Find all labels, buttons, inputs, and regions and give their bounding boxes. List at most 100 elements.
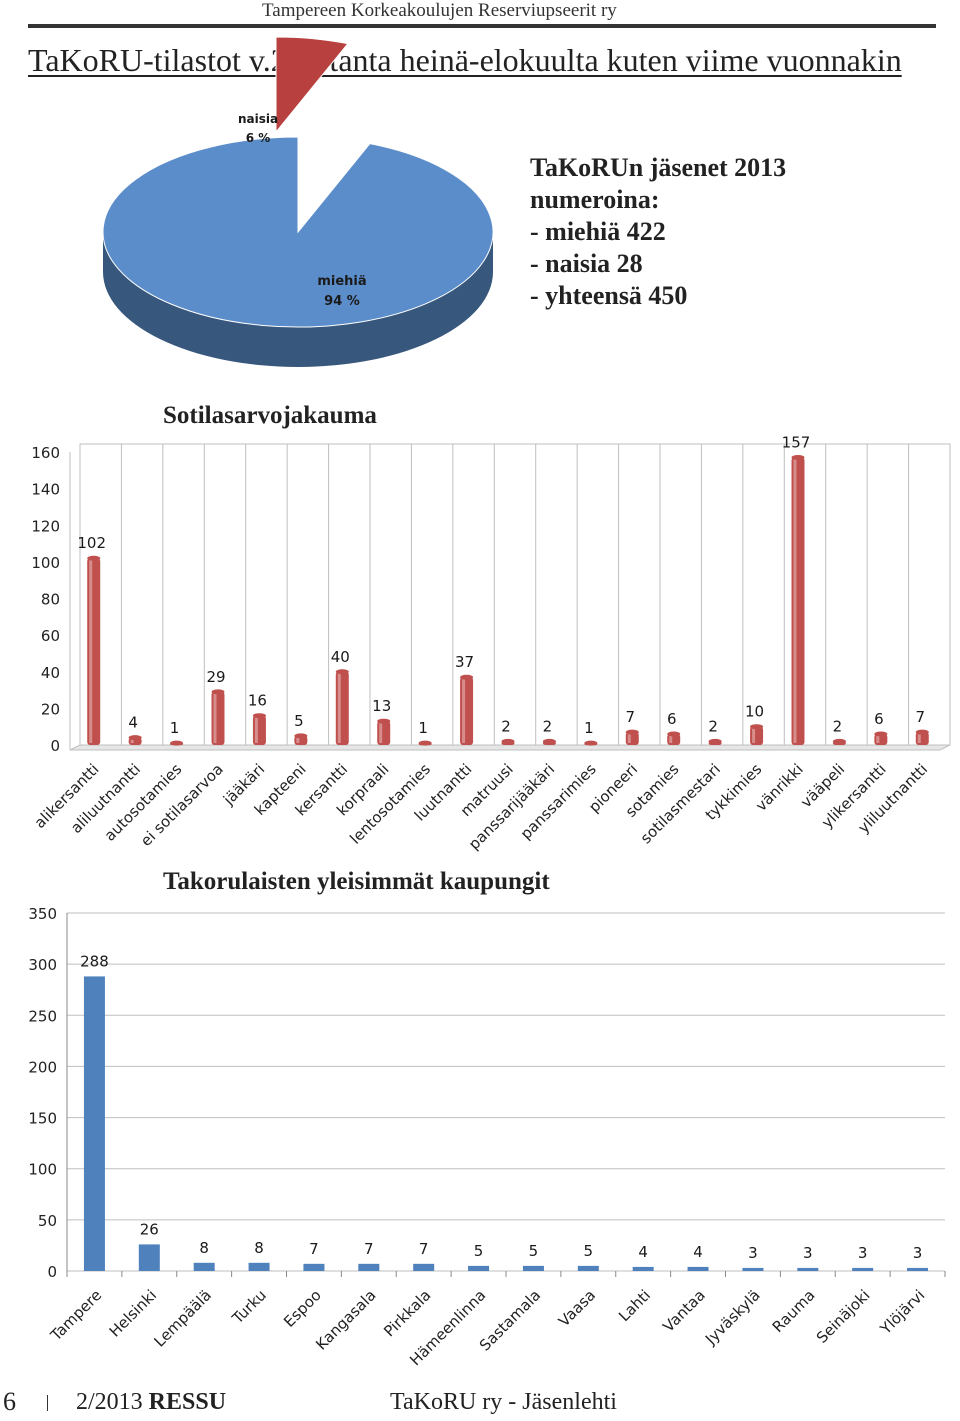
bar bbox=[907, 1267, 929, 1271]
bar-cap bbox=[874, 731, 888, 737]
data-label: 3 bbox=[858, 1244, 868, 1262]
data-label: 5 bbox=[584, 1242, 594, 1260]
bar bbox=[791, 457, 805, 745]
bar-cap bbox=[170, 740, 184, 746]
bar-highlight bbox=[130, 739, 134, 743]
bar-highlight bbox=[337, 673, 341, 743]
x-tick-label: Turku bbox=[228, 1286, 270, 1328]
header-rule bbox=[28, 24, 936, 28]
y-tick-label: 250 bbox=[28, 1007, 57, 1025]
city-chart-title: Takorulaisten yleisimmät kaupungit bbox=[163, 868, 550, 895]
x-tick-label: kapteeni bbox=[251, 760, 310, 819]
data-label: 1 bbox=[170, 719, 180, 737]
bar bbox=[915, 732, 929, 745]
data-label: 102 bbox=[77, 534, 106, 552]
data-label: 5 bbox=[294, 712, 304, 730]
bar-highlight bbox=[876, 736, 880, 743]
pie-label-men: miehiä bbox=[317, 274, 366, 289]
bar bbox=[138, 1244, 160, 1271]
y-tick-label: 40 bbox=[41, 664, 60, 682]
bar bbox=[358, 1263, 380, 1271]
x-tick-label: yliluutnantti bbox=[854, 760, 931, 837]
bar bbox=[252, 715, 266, 745]
x-tick-label: jääkäri bbox=[219, 760, 268, 809]
pie-label-women: naisia bbox=[238, 112, 278, 126]
bar-cap bbox=[542, 738, 556, 744]
data-label: 7 bbox=[916, 708, 926, 726]
data-label: 3 bbox=[748, 1244, 758, 1262]
bar bbox=[832, 741, 846, 745]
bar-highlight bbox=[627, 734, 631, 743]
bar bbox=[193, 1262, 215, 1271]
bar bbox=[708, 741, 722, 745]
bar bbox=[667, 734, 681, 745]
members-line: - yhteensä 450 bbox=[530, 281, 688, 310]
bar-cap bbox=[832, 738, 846, 744]
y-tick-label: 120 bbox=[31, 517, 60, 535]
bar-highlight bbox=[752, 728, 756, 743]
x-tick-label: lentosotamies bbox=[346, 760, 434, 848]
page-title: TaKoRU-tilastot v.2 - otanta heinä-eloku… bbox=[28, 42, 902, 78]
data-label: 6 bbox=[667, 710, 677, 728]
x-tick-label: Seinäjoki bbox=[813, 1286, 874, 1347]
bar bbox=[170, 743, 184, 746]
x-tick-label: pioneeri bbox=[585, 760, 641, 816]
bar-highlight bbox=[793, 459, 797, 743]
x-tick-label: ylikersantti bbox=[818, 760, 890, 832]
data-label: 6 bbox=[874, 710, 884, 728]
x-tick-label: Tampere bbox=[46, 1286, 105, 1345]
bar-highlight bbox=[213, 693, 217, 743]
bar-cap bbox=[915, 729, 929, 735]
data-label: 4 bbox=[128, 714, 138, 732]
data-label: 37 bbox=[455, 653, 474, 671]
bar bbox=[542, 741, 556, 745]
x-tick-label: kersantti bbox=[292, 760, 351, 819]
x-tick-label: luutnantti bbox=[411, 760, 475, 824]
data-label: 3 bbox=[803, 1244, 813, 1262]
y-tick-label: 50 bbox=[38, 1212, 57, 1230]
data-label: 8 bbox=[199, 1239, 209, 1257]
data-label: 29 bbox=[206, 668, 225, 686]
bar-cap bbox=[418, 740, 432, 746]
bar bbox=[584, 743, 598, 746]
bar-cap bbox=[87, 555, 101, 561]
data-label: 288 bbox=[80, 952, 109, 970]
bar bbox=[377, 721, 391, 745]
bar bbox=[87, 558, 101, 745]
bar-cap bbox=[791, 454, 805, 460]
data-label: 13 bbox=[372, 697, 391, 715]
bar bbox=[750, 726, 764, 745]
bar bbox=[211, 691, 225, 745]
pie-pct-men: 94 % bbox=[324, 294, 360, 309]
data-label: 26 bbox=[140, 1220, 159, 1238]
footer-magazine: RESSU bbox=[148, 1389, 227, 1415]
x-tick-label: Lempäälä bbox=[151, 1286, 215, 1350]
x-tick-label: Ylöjärvi bbox=[876, 1286, 928, 1338]
x-tick-label: Rauma bbox=[769, 1286, 819, 1336]
data-label: 157 bbox=[782, 433, 811, 451]
bar bbox=[418, 743, 432, 746]
y-tick-label: 160 bbox=[31, 444, 60, 462]
footer-issue: 2/2013 RESSU bbox=[76, 1389, 226, 1416]
data-label: 7 bbox=[309, 1240, 319, 1258]
x-tick-label: Espoo bbox=[280, 1286, 325, 1331]
y-tick-label: 20 bbox=[41, 700, 60, 718]
data-label: 40 bbox=[331, 648, 350, 666]
bar-cap bbox=[252, 713, 266, 719]
y-tick-label: 0 bbox=[50, 737, 60, 755]
data-label: 16 bbox=[248, 692, 267, 710]
x-tick-label: sotamies bbox=[622, 760, 683, 821]
x-tick-label: aliluutnantti bbox=[67, 760, 144, 837]
footer-publisher: TaKoRU ry - Jäsenlehti bbox=[390, 1389, 617, 1415]
bar bbox=[128, 737, 142, 745]
bar bbox=[460, 677, 474, 745]
bar-cap bbox=[708, 738, 722, 744]
data-label: 1 bbox=[418, 719, 428, 737]
bar bbox=[632, 1266, 654, 1271]
y-tick-label: 60 bbox=[41, 627, 60, 645]
data-label: 2 bbox=[501, 717, 511, 735]
chart-wall bbox=[79, 443, 951, 746]
x-tick-label: sotilasmestari bbox=[637, 760, 724, 847]
x-tick-label: Hämeenlinna bbox=[406, 1286, 489, 1369]
